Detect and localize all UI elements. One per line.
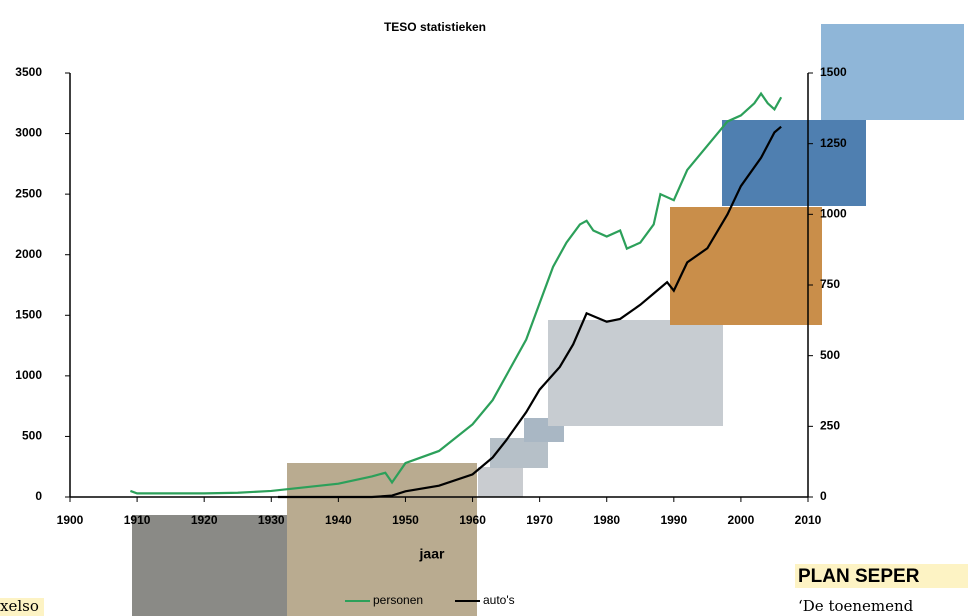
- y-tick-label: 2000: [15, 247, 42, 261]
- x-tick-label: 1930: [258, 513, 285, 527]
- series-line: [277, 125, 782, 499]
- ship-photo: [478, 467, 523, 497]
- x-tick-label: 1980: [593, 513, 620, 527]
- y2-tick-label: 500: [820, 348, 840, 362]
- x-tick-label: 1900: [57, 513, 84, 527]
- ship-photo: [490, 438, 548, 468]
- left-highlight: [0, 598, 44, 616]
- y-tick-label: 3500: [15, 65, 42, 79]
- y2-tick-label: 1000: [820, 207, 847, 221]
- x-tick-label: 1910: [124, 513, 151, 527]
- x-axis-label: jaar: [419, 546, 445, 562]
- legend-label: personen: [373, 593, 423, 607]
- ship-photo: [670, 207, 822, 325]
- x-tick-label: 1990: [660, 513, 687, 527]
- ship-photo: [548, 320, 723, 426]
- ship-photo: [287, 463, 477, 616]
- y-tick-label: 1000: [15, 368, 42, 382]
- x-tick-label: 1940: [325, 513, 352, 527]
- legend-label: auto's: [483, 593, 515, 607]
- y2-tick-label: 1500: [820, 65, 847, 79]
- y-tick-label: 0: [35, 489, 42, 503]
- ship-photo: [821, 24, 964, 120]
- y-tick-label: 2500: [15, 186, 42, 200]
- quote: ‘De toenemend: [798, 597, 914, 615]
- x-tick-label: 1920: [191, 513, 218, 527]
- left-fragment: xelso: [0, 597, 39, 615]
- heading: PLAN SEPER: [798, 566, 920, 587]
- x-tick-label: 2000: [728, 513, 755, 527]
- ship-photo: [132, 515, 292, 616]
- chart-title: TESO statistieken: [384, 20, 486, 34]
- y2-tick-label: 0: [820, 489, 827, 503]
- y-tick-label: 1500: [15, 307, 42, 321]
- x-tick-label: 2010: [795, 513, 822, 527]
- y2-tick-label: 250: [820, 419, 840, 433]
- x-tick-label: 1970: [526, 513, 553, 527]
- ship-photo: [722, 120, 866, 206]
- series-line: [130, 91, 783, 495]
- y2-tick-label: 1250: [820, 136, 847, 150]
- y-tick-label: 3000: [15, 126, 42, 140]
- ship-photos: [132, 24, 964, 616]
- y2-tick-label: 750: [820, 277, 840, 291]
- y-tick-label: 500: [22, 429, 42, 443]
- x-tick-label: 1960: [459, 513, 486, 527]
- x-tick-label: 1950: [392, 513, 419, 527]
- heading-highlight: [795, 564, 968, 588]
